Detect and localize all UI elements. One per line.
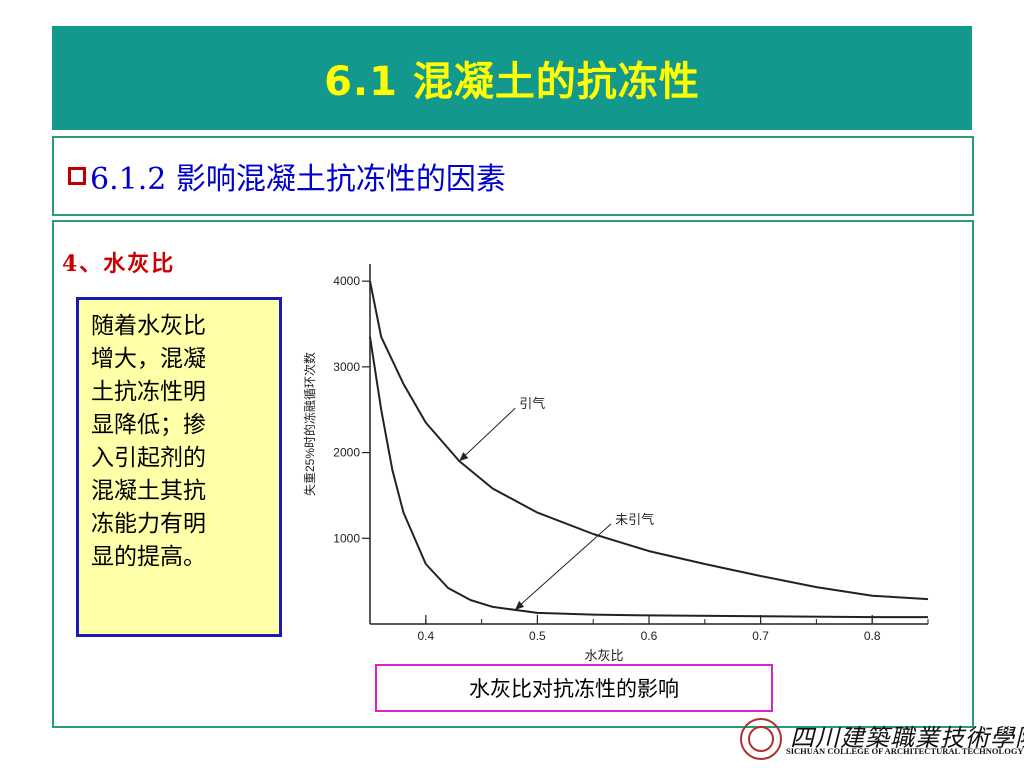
series-line-0 (369, 280, 929, 601)
annotation-arrowhead (459, 452, 469, 462)
y-tick-label: 2000 (333, 446, 360, 460)
annotation-arrowhead (515, 600, 525, 610)
note-line: 随着水灰比 (91, 313, 206, 339)
y-tick-label: 3000 (333, 360, 360, 374)
annotation-label: 未引气 (615, 512, 654, 527)
x-tick-label: 0.4 (417, 629, 434, 643)
x-tick-label: 0.6 (641, 629, 658, 643)
annotation-label: 引气 (519, 396, 545, 411)
subtitle-bar: 6.1.2 影响混凝土抗冻性的因素 (52, 136, 974, 216)
series-line-1 (369, 336, 928, 619)
note-line: 显的提高。 (91, 544, 206, 570)
note-line: 冻能力有明 (91, 511, 206, 537)
annotation-leader (461, 407, 516, 459)
note-line: 土抗冻性明 (91, 379, 206, 405)
x-tick-label: 0.8 (864, 629, 881, 643)
section-heading: 4、水灰比 (62, 251, 176, 277)
note-line: 显降低；掺 (91, 412, 206, 438)
logo-chinese-name: 四川建築職業技術學院 (790, 724, 1024, 752)
annotation-leader (517, 523, 612, 608)
x-axis-label: 水灰比 (584, 648, 623, 663)
note-box: 随着水灰比 增大，混凝 土抗冻性明 显降低；掺 入引起剂的 混凝土其抗 冻能力有… (76, 297, 282, 637)
x-tick-label: 0.5 (529, 629, 546, 643)
logo-english-name: SICHUAN COLLEGE OF ARCHITECTURAL TECHNOL… (786, 746, 1024, 756)
note-line: 增大，混凝 (91, 346, 206, 372)
slide-title: 6.1 混凝土的抗冻性 (324, 59, 700, 105)
water-cement-ratio-chart: 0.4 0.5 0.6 0.7 0.8 1000 2000 3000 4000 水灰比 失重25%时… (302, 264, 929, 663)
note-line: 混凝土其抗 (91, 478, 206, 504)
college-logo: 四川建築職業技術學院 SICHUAN COLLEGE OF ARCHITECTU… (740, 716, 1024, 764)
x-tick-label: 0.7 (752, 629, 769, 643)
y-tick-label: 1000 (333, 531, 360, 545)
slide-subtitle: 6.1.2 影响混凝土抗冻性的因素 (90, 162, 506, 197)
note-line: 入引起剂的 (91, 445, 206, 471)
title-bar: 6.1 混凝土的抗冻性 (52, 26, 972, 130)
y-tick-label: 4000 (333, 274, 360, 288)
figure-caption: 水灰比对抗冻性的影响 (375, 664, 773, 712)
college-seal-icon (740, 718, 782, 760)
square-bullet-icon (68, 167, 86, 185)
y-axis-label: 失重25%时的冻融循环次数 (302, 352, 317, 496)
